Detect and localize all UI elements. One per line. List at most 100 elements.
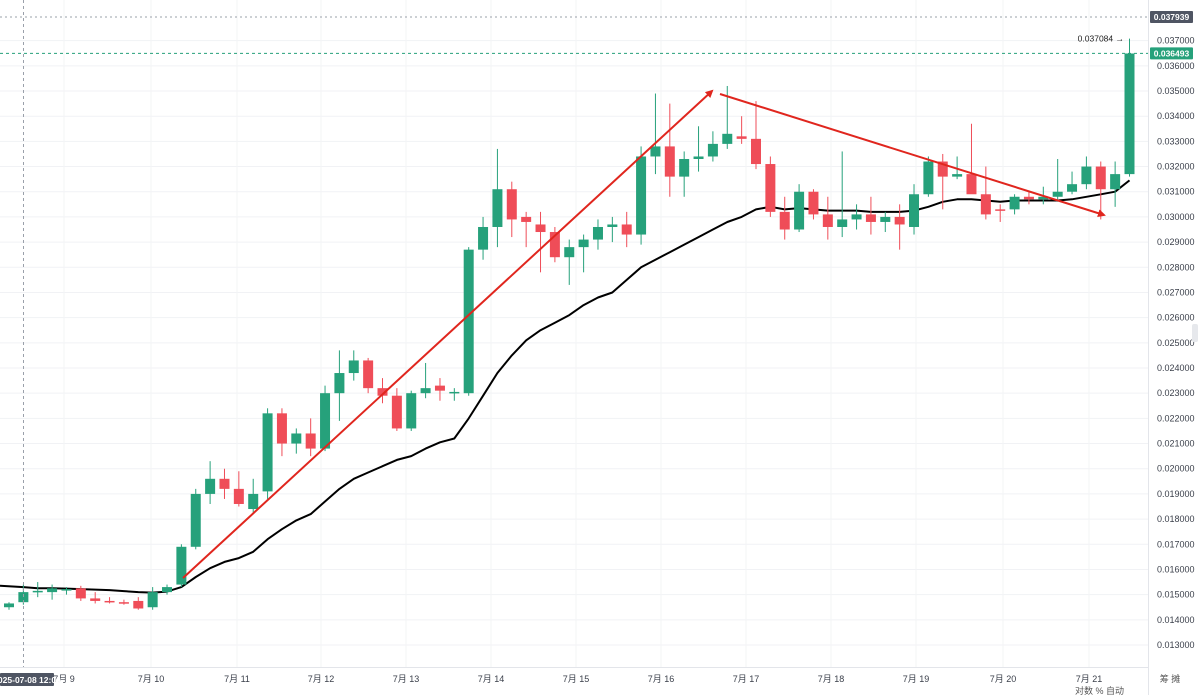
y-tick-label: 0.033000 (1157, 136, 1195, 146)
downtrend-arrow[interactable] (719, 93, 1106, 218)
candle[interactable] (808, 189, 819, 220)
candle[interactable] (650, 93, 661, 175)
candle[interactable] (348, 350, 359, 381)
candle[interactable] (4, 602, 14, 610)
trend-arrows[interactable] (182, 89, 1106, 579)
candle[interactable] (535, 211, 546, 273)
candle[interactable] (219, 468, 230, 499)
candle[interactable] (1052, 158, 1063, 202)
candle-body (406, 393, 417, 429)
candle-body (851, 214, 862, 220)
candle[interactable] (995, 204, 1006, 222)
candle-body (363, 360, 374, 389)
candle[interactable] (147, 587, 158, 610)
candle[interactable] (765, 156, 776, 217)
candle[interactable] (549, 226, 560, 263)
candle[interactable] (377, 378, 388, 404)
candle[interactable] (592, 219, 603, 250)
candle[interactable] (779, 196, 790, 240)
crosshair-price-badge (1150, 11, 1193, 23)
candle[interactable] (636, 146, 647, 245)
candle[interactable] (1081, 156, 1092, 190)
scale-mode-text[interactable]: 对数 % 自动 (1075, 685, 1124, 695)
candle[interactable] (736, 116, 747, 144)
candle[interactable] (707, 131, 718, 162)
y-tick-label: 0.015000 (1157, 590, 1195, 600)
candle[interactable] (47, 584, 58, 600)
candle[interactable] (980, 166, 991, 220)
candle[interactable] (32, 582, 43, 598)
candle[interactable] (162, 584, 173, 595)
candle[interactable] (449, 388, 460, 401)
x-tick-label: 7月 12 (308, 674, 335, 684)
candle[interactable] (751, 101, 761, 170)
candle[interactable] (492, 148, 503, 248)
candle[interactable] (75, 585, 86, 601)
candle[interactable] (190, 488, 201, 550)
candle-body (104, 600, 115, 603)
candle[interactable] (406, 390, 417, 431)
candle[interactable] (1009, 194, 1020, 215)
candle-body (434, 385, 445, 391)
candle[interactable] (363, 357, 374, 394)
candle[interactable] (262, 408, 273, 499)
candle[interactable] (420, 362, 431, 399)
candle[interactable] (248, 478, 259, 515)
x-tick-label: 7月 9 (53, 674, 75, 684)
candle[interactable] (334, 350, 345, 421)
candle[interactable] (506, 181, 517, 238)
candle-body (478, 226, 489, 250)
candle[interactable] (894, 204, 905, 250)
candle[interactable] (1110, 161, 1121, 207)
candle[interactable] (463, 247, 474, 396)
candle[interactable] (909, 184, 920, 235)
candle[interactable] (851, 204, 862, 230)
uptrend-arrow[interactable] (182, 89, 714, 579)
candle[interactable] (564, 239, 575, 285)
candle[interactable] (104, 597, 115, 604)
candle[interactable] (291, 428, 302, 454)
candle[interactable] (966, 123, 977, 195)
candle[interactable] (880, 211, 891, 233)
candle[interactable] (822, 196, 833, 240)
candle[interactable] (837, 151, 848, 238)
candle[interactable] (521, 211, 532, 248)
candle[interactable] (794, 184, 805, 233)
candle[interactable] (693, 126, 704, 172)
candle[interactable] (865, 196, 876, 235)
candle[interactable] (391, 388, 402, 431)
candle[interactable] (205, 461, 216, 504)
candle[interactable] (320, 385, 331, 452)
candle[interactable] (233, 471, 244, 507)
candle[interactable] (923, 156, 934, 197)
candle[interactable] (434, 378, 445, 401)
candle[interactable] (133, 597, 144, 610)
candle[interactable] (664, 103, 675, 197)
candle[interactable] (176, 544, 187, 588)
candle[interactable] (1023, 191, 1034, 205)
candle[interactable] (90, 592, 101, 604)
candle[interactable] (118, 599, 129, 605)
candle-body (233, 488, 244, 504)
candle[interactable] (276, 408, 287, 457)
price-axis[interactable]: 0.037000 0.036000 0.035000 0.034000 0.033000… (1157, 36, 1195, 650)
candle-body (794, 191, 805, 230)
y-tick-label: 0.017000 (1157, 539, 1195, 549)
candle[interactable] (1095, 161, 1106, 220)
candle[interactable] (578, 234, 589, 273)
time-axis[interactable]: 7月 9 7月 10 7月 11 7月 12 7月 13 7月 14 7月 15 7月 16 7… (53, 674, 1102, 684)
axis-corner-label[interactable]: 筹 摊 (1160, 673, 1181, 684)
price-axis-handle[interactable] (1192, 324, 1198, 342)
candle[interactable] (61, 587, 72, 595)
candle[interactable] (305, 418, 316, 457)
candle-body (751, 138, 761, 165)
candle[interactable] (1124, 38, 1135, 177)
candle[interactable] (607, 216, 618, 243)
candle[interactable] (478, 216, 489, 260)
candle[interactable] (1067, 171, 1078, 195)
candle[interactable] (621, 211, 632, 248)
candle[interactable] (679, 151, 690, 197)
candle-body (133, 600, 144, 609)
candle-body (980, 194, 991, 215)
candlestick-series[interactable] (4, 38, 1135, 610)
